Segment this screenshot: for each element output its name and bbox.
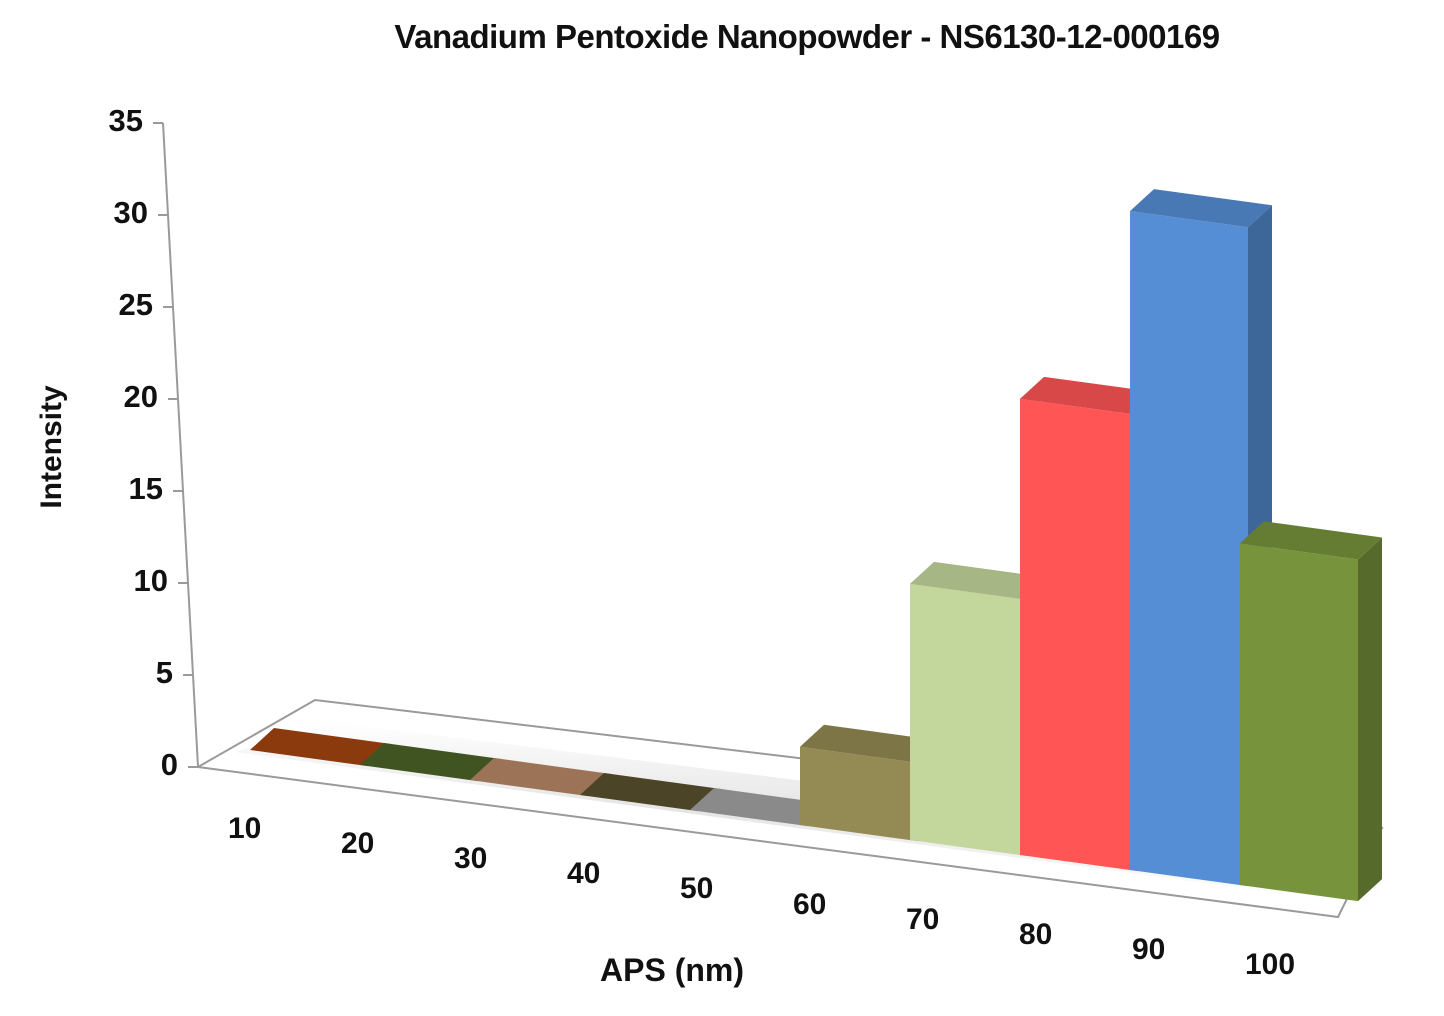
y-tick-label: 35	[108, 103, 143, 138]
y-tick-label: 30	[113, 195, 148, 230]
bar	[580, 773, 722, 812]
x-tick-label: 20	[341, 827, 375, 861]
bar	[470, 758, 612, 797]
y-tick-label: 5	[155, 655, 173, 690]
y-tick-label: 20	[123, 379, 158, 414]
bars	[250, 189, 1382, 902]
x-tick-label: 10	[228, 812, 262, 845]
x-tick-label: 80	[1019, 917, 1053, 951]
y-tick-label: 15	[128, 471, 163, 506]
x-axis-label: APS (nm)	[600, 952, 744, 988]
x-tick-label: 40	[567, 857, 601, 891]
x-tick-label: 70	[906, 902, 940, 936]
bar	[250, 728, 392, 767]
bar	[360, 743, 502, 782]
y-tick-label: 25	[118, 287, 153, 322]
chart-title: Vanadium Pentoxide Nanopowder - NS6130-1…	[394, 18, 1220, 55]
x-tick-label: 50	[680, 872, 714, 906]
bar	[690, 788, 832, 827]
x-tick-label: 60	[793, 887, 827, 921]
x-tick-label: 30	[454, 842, 488, 876]
bar	[1240, 521, 1382, 902]
x-tick-label: 100	[1245, 948, 1296, 981]
y-tick-label: 10	[133, 563, 168, 598]
y-tick-label: 0	[160, 747, 178, 782]
x-tick-label: 90	[1132, 932, 1166, 966]
